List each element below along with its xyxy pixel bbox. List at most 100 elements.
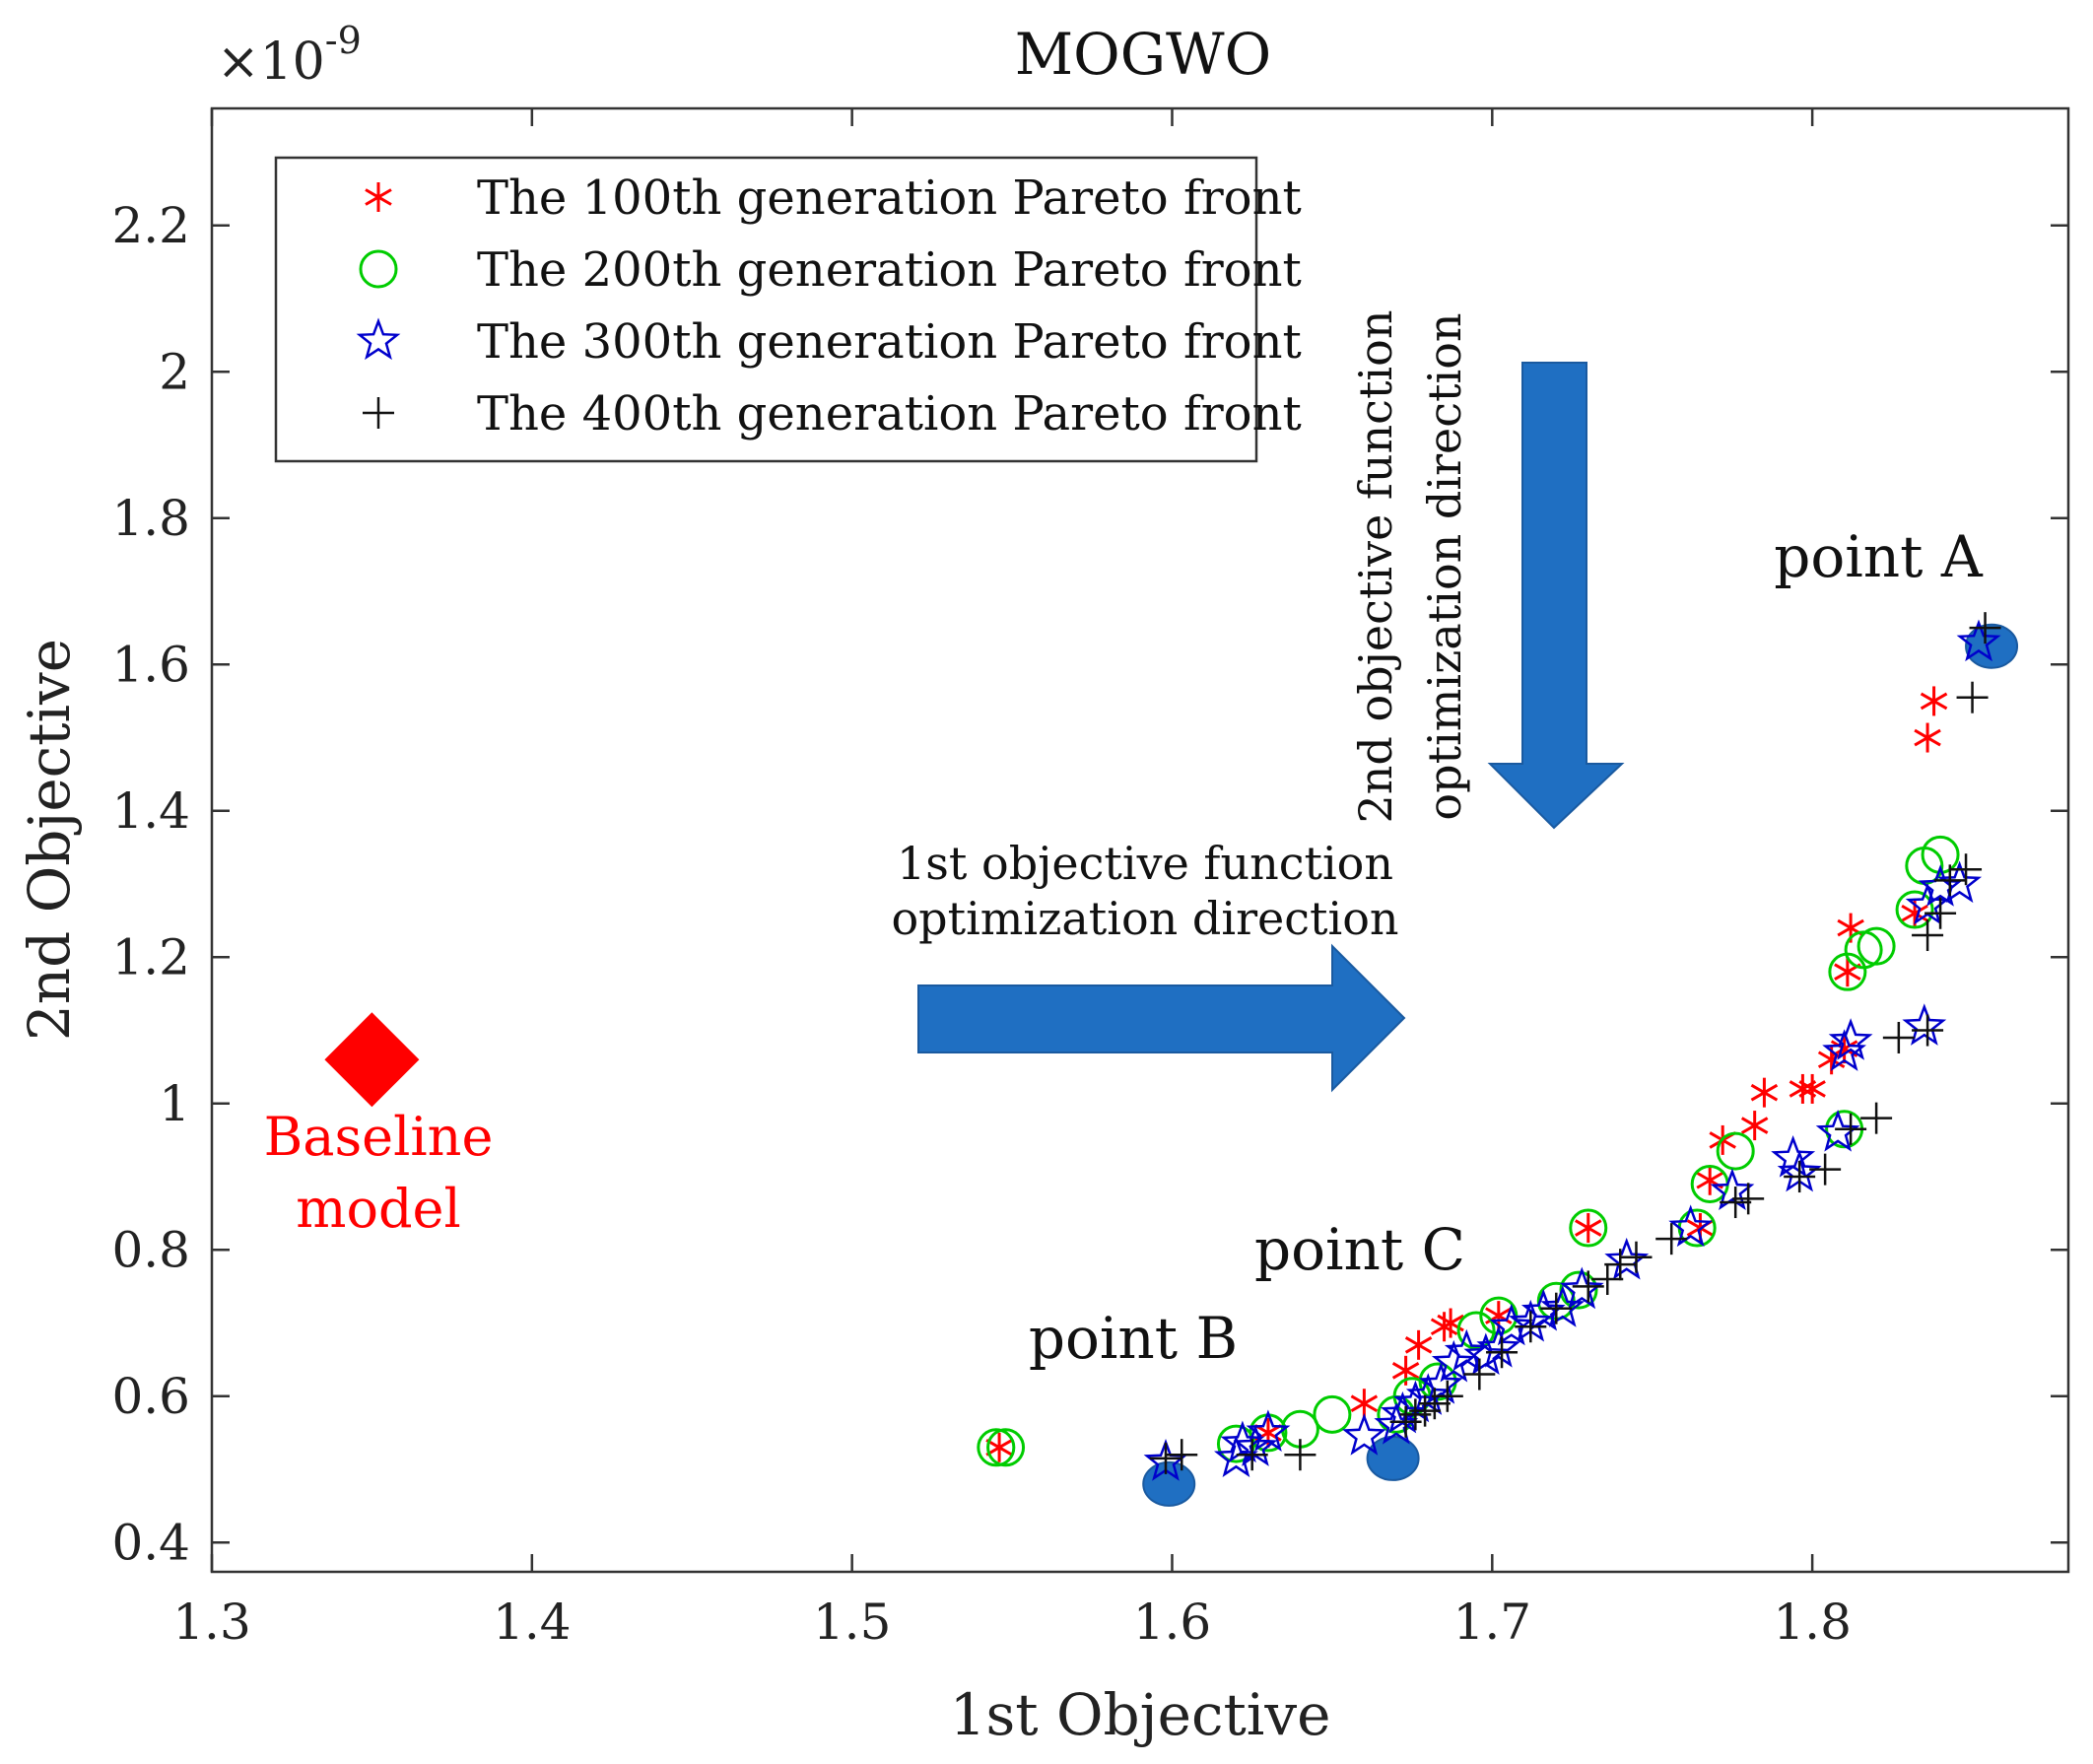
baseline-model-marker	[324, 1012, 420, 1108]
data-point-star	[1668, 1204, 1714, 1248]
data-point-star	[1828, 1018, 1873, 1060]
data-point-star	[1463, 1332, 1509, 1375]
data-point-star	[1815, 1109, 1860, 1152]
x-tick-label: 1.3	[172, 1594, 251, 1651]
data-point-plus	[1809, 1153, 1842, 1186]
y-exponent-base: ×10	[217, 33, 325, 92]
vertical-arrow-label-line2: optimization direction	[1418, 312, 1471, 820]
data-point-circle	[1313, 1394, 1352, 1434]
data-point-plus	[1166, 1439, 1198, 1471]
data-point-asterisk	[1798, 1073, 1826, 1104]
data-point-star	[1246, 1409, 1291, 1452]
baseline-label-line1: Baseline	[264, 1106, 494, 1168]
point-b-label: point B	[1029, 1305, 1238, 1372]
data-point-plus	[1431, 1380, 1463, 1412]
legend-box	[274, 156, 1258, 463]
data-point-plus	[1486, 1336, 1519, 1369]
legend-label-300th: The 300th generation Pareto front	[477, 314, 1302, 370]
data-point-plus	[1969, 612, 2001, 645]
legend-label-400th: The 400th generation Pareto front	[477, 386, 1302, 441]
x-tick-label: 1.6	[1133, 1594, 1212, 1651]
baseline-label-line2: model	[296, 1178, 461, 1240]
data-point-plus	[1912, 1014, 1944, 1047]
x-tick-label: 1.5	[813, 1594, 892, 1651]
y-exponent: ×10-9	[217, 19, 362, 92]
data-point-plus	[1572, 1270, 1604, 1303]
data-point-star	[1431, 1339, 1476, 1383]
data-point-star	[1489, 1303, 1534, 1346]
data-point-circle	[1569, 1208, 1608, 1248]
data-point-plus	[1933, 864, 1966, 897]
data-point-asterisk	[365, 182, 392, 212]
data-point-plus	[1720, 1187, 1752, 1219]
y-tick-label: 1.8	[111, 490, 190, 547]
data-point-asterisk	[1575, 1213, 1602, 1244]
highlight-point-b-marker	[1142, 1460, 1196, 1507]
data-point-plus	[1149, 1442, 1182, 1474]
data-point-star	[1937, 860, 1983, 904]
data-point-circle	[1895, 890, 1934, 929]
data-point-star	[1902, 1003, 1947, 1046]
data-point-plus	[1882, 1021, 1915, 1053]
horizontal-arrow-label-line1: 1st objective function	[897, 837, 1393, 890]
data-point-plus	[1515, 1311, 1547, 1343]
legend-label-100th: The 100th generation Pareto front	[477, 170, 1302, 226]
vertical-optimization-arrow	[1487, 362, 1625, 830]
data-point-circle	[1456, 1311, 1496, 1350]
data-point-star	[1444, 1328, 1489, 1372]
data-point-plus	[1284, 1439, 1317, 1471]
highlight-point-c-marker	[1366, 1435, 1420, 1481]
data-point-plus	[1860, 1102, 1893, 1134]
data-point-star	[1476, 1324, 1521, 1368]
y-tick-label: 0.4	[111, 1514, 190, 1571]
data-point-star	[1418, 1362, 1463, 1404]
x-tick-label: 1.8	[1773, 1594, 1852, 1651]
data-point-star	[1956, 619, 2001, 662]
data-point-circle	[986, 1428, 1026, 1467]
data-point-circle	[977, 1428, 1016, 1467]
data-point-plus	[1732, 1183, 1765, 1215]
legend-markers	[356, 182, 401, 429]
data-point-plus	[1236, 1439, 1268, 1471]
data-point-star	[1220, 1420, 1265, 1463]
data-point-star	[1771, 1134, 1816, 1178]
series-4	[1149, 612, 2001, 1474]
data-point-plus	[1784, 1161, 1816, 1193]
horizontal-arrow-label-line2: optimization direction	[891, 892, 1398, 945]
data-point-asterisk	[1740, 1111, 1769, 1141]
data-point-circle	[359, 249, 398, 289]
data-point-star	[1559, 1266, 1604, 1310]
vertical-arrow-label-line1: 2nd objective function	[1349, 310, 1402, 824]
chart-title: MOGWO	[1015, 21, 1271, 88]
y-tick-label: 2	[159, 343, 190, 400]
data-point-star	[356, 317, 401, 361]
data-series-layer	[977, 612, 2001, 1481]
data-point-circle	[1857, 926, 1896, 966]
data-point-plus	[1463, 1358, 1496, 1391]
data-point-star	[1604, 1237, 1650, 1280]
data-point-plus	[1956, 681, 1989, 713]
y-axis-ticks: 0.4 0.6 0.8 1 1.2 1.4 1.6 1.8 2 2.2	[111, 197, 2068, 1571]
y-tick-label: 2.2	[111, 197, 190, 254]
data-point-star	[1213, 1435, 1258, 1478]
data-point-plus	[1655, 1223, 1688, 1255]
y-tick-label: 1.2	[111, 928, 190, 985]
data-point-asterisk	[1834, 957, 1861, 987]
x-tick-label: 1.7	[1453, 1594, 1532, 1651]
x-axis-label: 1st Objective	[950, 1681, 1331, 1748]
data-point-asterisk	[1404, 1329, 1433, 1360]
highlight-point-a-marker	[1965, 623, 2019, 669]
data-point-plus	[1591, 1263, 1624, 1295]
y-axis-label: 2nd Objective	[16, 639, 83, 1041]
data-point-circle	[1921, 835, 1960, 874]
horizontal-optimization-arrow	[917, 943, 1406, 1093]
series-3	[1143, 619, 2001, 1481]
data-point-plus	[1950, 853, 1983, 886]
data-point-star	[1520, 1288, 1566, 1331]
plot-area-frame	[210, 106, 2070, 1574]
y-tick-label: 1	[159, 1075, 190, 1132]
data-point-plus	[1912, 919, 1944, 952]
data-point-asterisk	[1914, 722, 1941, 753]
highlight-points	[1142, 623, 2019, 1507]
data-point-plus	[1540, 1292, 1573, 1324]
